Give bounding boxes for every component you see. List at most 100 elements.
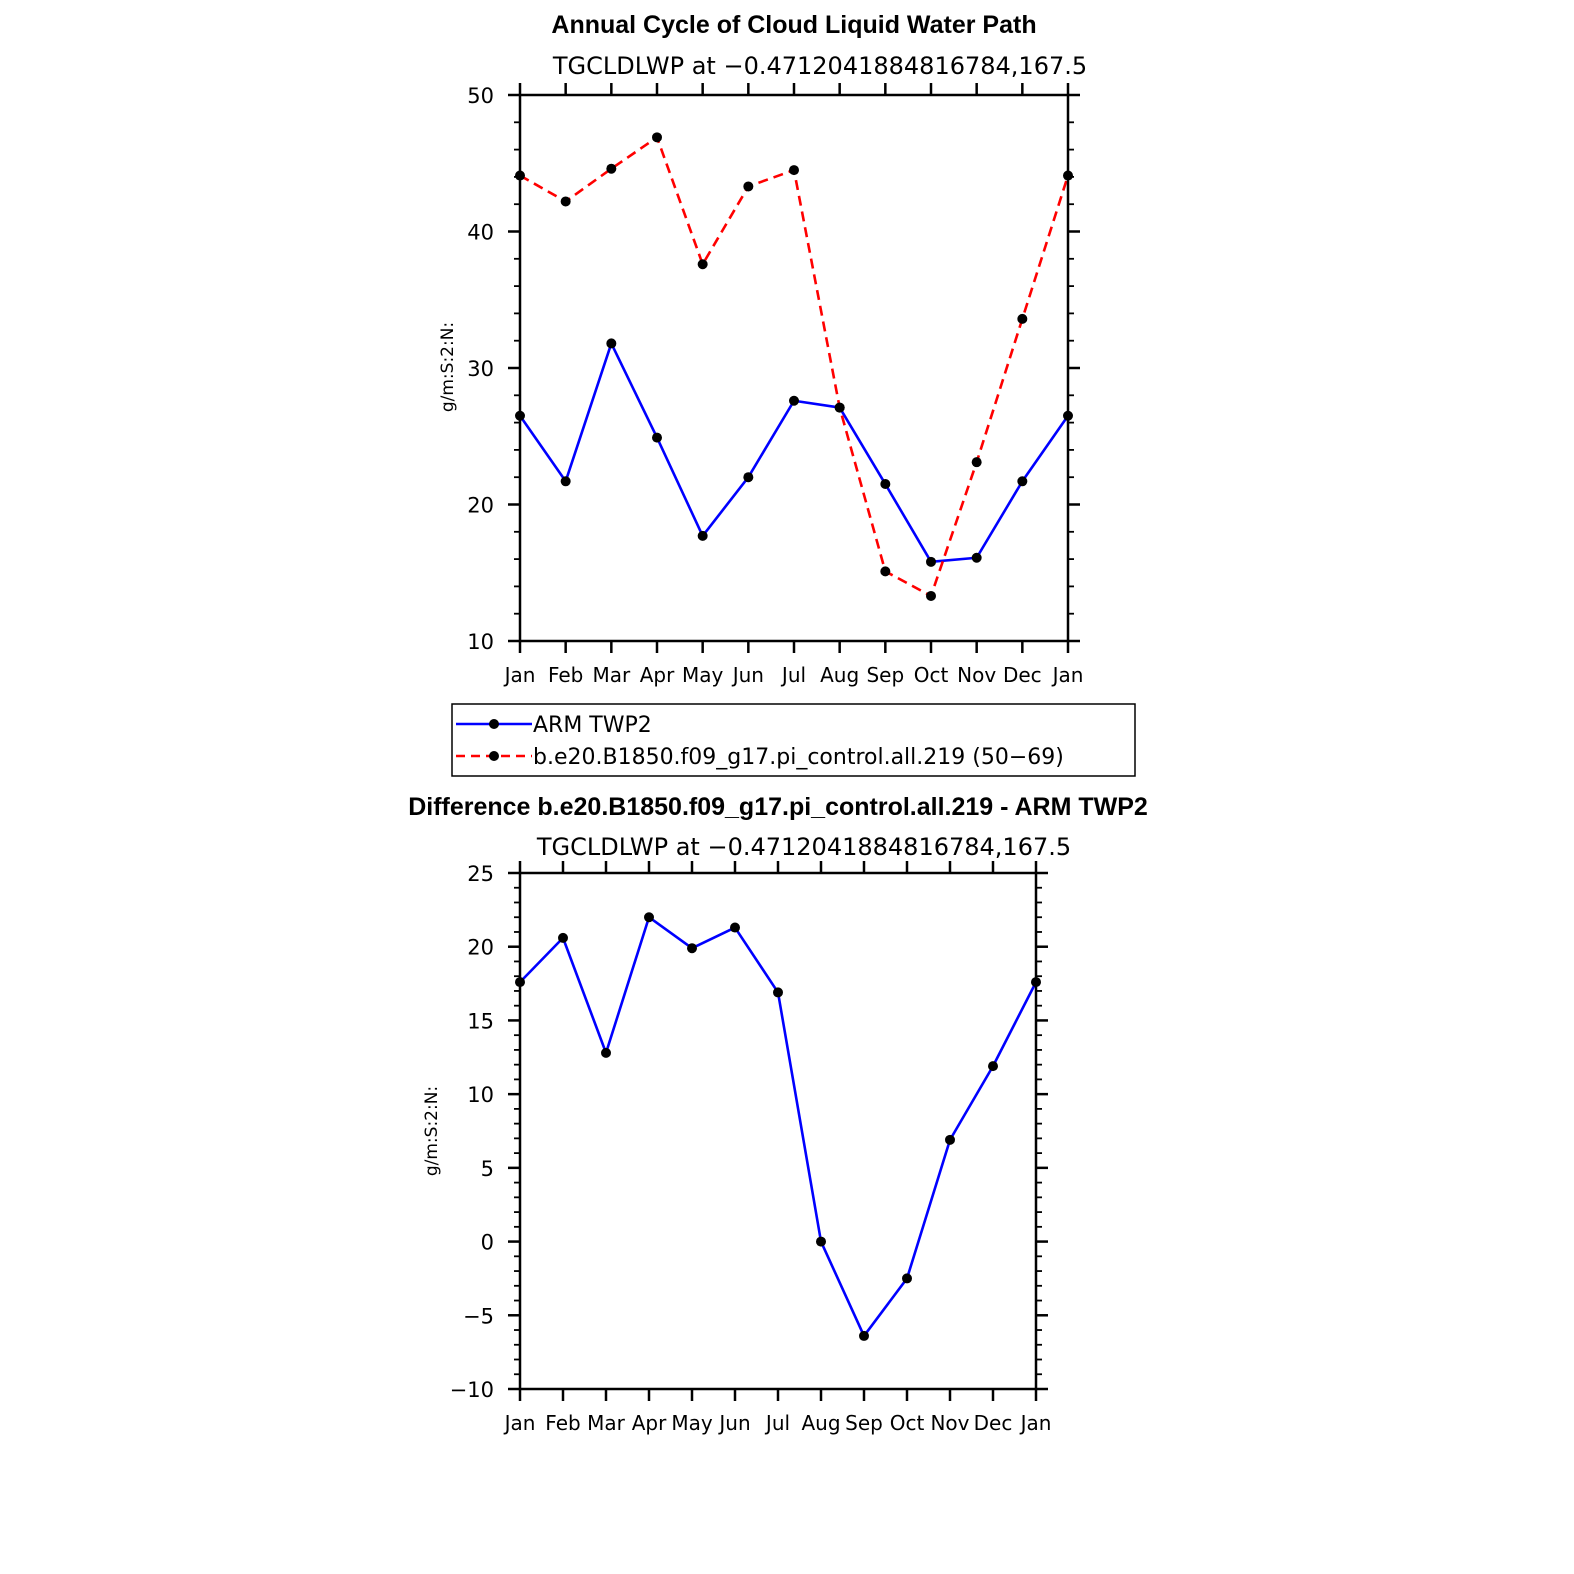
chart1-plot-frame — [518, 93, 1070, 643]
chart1-y-tick-label: 30 — [467, 357, 494, 381]
chart1-y-tick-label: 20 — [467, 494, 494, 518]
chart2-ticks — [508, 861, 1048, 1401]
chart1-x-tick-label: Dec — [1003, 663, 1042, 687]
chart1-series-0-point — [652, 432, 662, 443]
chart2-x-tick-labels: Jan Feb Mar Apr May Jun Jul Aug Sep Oct Nov Dec Jan — [503, 1411, 1052, 1435]
chart2-series-0-point — [644, 912, 654, 923]
chart1-series-1-point — [971, 457, 982, 468]
chart2-x-tick-label: Apr — [632, 1411, 667, 1435]
chart1-series-1-point — [652, 132, 662, 143]
chart1-x-tick-label: May — [682, 663, 724, 687]
chart2-series-0-point — [859, 1330, 869, 1341]
chart1-x-tick-label: Jun — [731, 663, 764, 687]
chart2-series-0-point — [558, 932, 568, 943]
chart2-x-tick-label: May — [671, 1411, 713, 1435]
chart2-series-0-point — [601, 1047, 611, 1058]
chart2-plot-frame — [518, 871, 1038, 1391]
chart1-series-0-point — [880, 479, 891, 490]
chart2-x-tick-label: Jan — [503, 1411, 536, 1435]
chart1-x-tick-label: Apr — [640, 663, 675, 687]
legend-entry-model: b.e20.B1850.f09_g17.pi_control.all.219 (… — [456, 745, 1064, 770]
chart2-y-tick-label: 20 — [467, 936, 494, 960]
legend-marker-arm-twp2 — [489, 719, 499, 729]
chart1-series-1-point — [743, 181, 754, 192]
chart2-series-0-point — [902, 1273, 912, 1284]
chart1-series-1-point — [697, 259, 708, 270]
legend-label-model: b.e20.B1850.f09_g17.pi_control.all.219 (… — [533, 745, 1064, 770]
chart1-series-1-point — [926, 590, 936, 601]
chart1-y-tick-label: 40 — [467, 221, 494, 245]
chart2-y-axis-label: g/m:S:2:N: — [422, 1086, 442, 1176]
legend-label-arm-twp2: ARM TWP2 — [533, 713, 652, 738]
chart1-x-tick-label: Nov — [957, 663, 996, 687]
chart1-series-line-1 — [519, 136, 1070, 598]
chart2-x-tick-label: Nov — [930, 1411, 969, 1435]
legend-entry-arm-twp2: ARM TWP2 — [456, 713, 652, 738]
legend-box — [451, 703, 1136, 777]
chart1-y-tick-labels: 10 20 30 40 50 — [467, 84, 494, 654]
chart1-series — [515, 132, 1073, 601]
chart2-title: Difference b.e20.B1850.f09_g17.pi_contro… — [408, 793, 1148, 821]
chart1-x-tick-label: Mar — [592, 663, 631, 687]
chart1-series-1-point — [880, 566, 891, 577]
chart2-x-tick-label: Jul — [764, 1411, 790, 1435]
chart1-series-1-point — [606, 163, 617, 174]
chart1-series-0-point — [560, 476, 571, 487]
chart1-legend: ARM TWP2 b.e20.B1850.f09_g17.pi_control.… — [451, 703, 1136, 777]
chart2-x-tick-label: Jun — [717, 1411, 750, 1435]
chart1-series-1-point — [789, 165, 799, 176]
chart1-series-0-point — [743, 472, 754, 483]
chart1-x-tick-label: Oct — [914, 663, 949, 687]
legend-marker-model — [489, 751, 499, 761]
chart1-series-0-point — [697, 530, 708, 541]
chart1-series-1-point — [560, 196, 571, 207]
chart1-title: Annual Cycle of Cloud Liquid Water Path — [551, 11, 1036, 39]
chart2-y-tick-label: 0 — [481, 1231, 494, 1255]
chart1-series-line-0 — [518, 342, 1070, 564]
chart1-x-tick-labels: Jan Feb Mar Apr May Jun Jul Aug Sep Oct Nov Dec Jan — [503, 663, 1084, 687]
chart1-x-tick-label: Aug — [820, 663, 859, 687]
chart2-y-tick-label: −10 — [450, 1378, 494, 1402]
chart1-y-tick-label: 10 — [467, 630, 494, 654]
chart2-series — [515, 912, 1041, 1341]
chart1-subtitle: TGCLDLWP at −0.4712041884816784,167.5 — [552, 52, 1087, 80]
chart2-y-tick-labels: −10 −5 0 5 10 15 20 25 — [450, 862, 494, 1402]
chart1-series-0-point — [926, 556, 936, 567]
chart1-series-0-point — [1017, 476, 1028, 487]
chart2-series-0-point — [945, 1134, 955, 1145]
chart2-x-tick-label: Mar — [587, 1411, 626, 1435]
chart1-x-tick-label: Jan — [1051, 663, 1084, 687]
chart2-y-tick-label: 5 — [481, 1157, 494, 1181]
chart2-series-0-point — [816, 1236, 826, 1247]
chart2-y-tick-label: 15 — [467, 1009, 494, 1033]
chart1-x-tick-label: Jul — [780, 663, 806, 687]
chart2-subtitle: TGCLDLWP at −0.4712041884816784,167.5 — [536, 833, 1071, 861]
chart2-series-0-point — [730, 922, 740, 933]
chart2-x-tick-label: Aug — [801, 1411, 840, 1435]
chart2-series-0-point — [988, 1061, 998, 1072]
chart1-y-tick-label: 50 — [467, 84, 494, 108]
chart2-series-line-0 — [519, 915, 1038, 1338]
chart2-x-tick-label: Dec — [974, 1411, 1013, 1435]
chart1-series-0-point — [789, 395, 799, 406]
chart2-y-tick-label: −5 — [463, 1304, 494, 1328]
chart1-x-tick-label: Sep — [866, 663, 904, 687]
chart1-x-tick-label: Feb — [548, 663, 583, 687]
difference-chart: Difference b.e20.B1850.f09_g17.pi_contro… — [408, 793, 1148, 1435]
chart1-series-1-point — [1017, 313, 1028, 324]
chart1-series-0-point — [606, 338, 617, 349]
annual-cycle-chart: Annual Cycle of Cloud Liquid Water Path … — [438, 11, 1136, 777]
chart2-x-tick-label: Feb — [545, 1411, 580, 1435]
chart1-y-axis-label: g/m:S:2:N: — [438, 322, 458, 412]
chart1-x-tick-label: Jan — [503, 663, 536, 687]
chart1-series-0-point — [971, 552, 982, 563]
chart2-series-0-point — [773, 987, 783, 998]
chart2-x-tick-label: Oct — [890, 1411, 925, 1435]
chart2-series-0-point — [687, 943, 697, 954]
chart2-y-tick-label: 25 — [467, 862, 494, 886]
chart2-x-tick-label: Sep — [845, 1411, 883, 1435]
chart2-x-tick-label: Jan — [1019, 1411, 1052, 1435]
chart1-series-1-point — [834, 402, 845, 413]
chart2-y-tick-label: 10 — [467, 1083, 494, 1107]
